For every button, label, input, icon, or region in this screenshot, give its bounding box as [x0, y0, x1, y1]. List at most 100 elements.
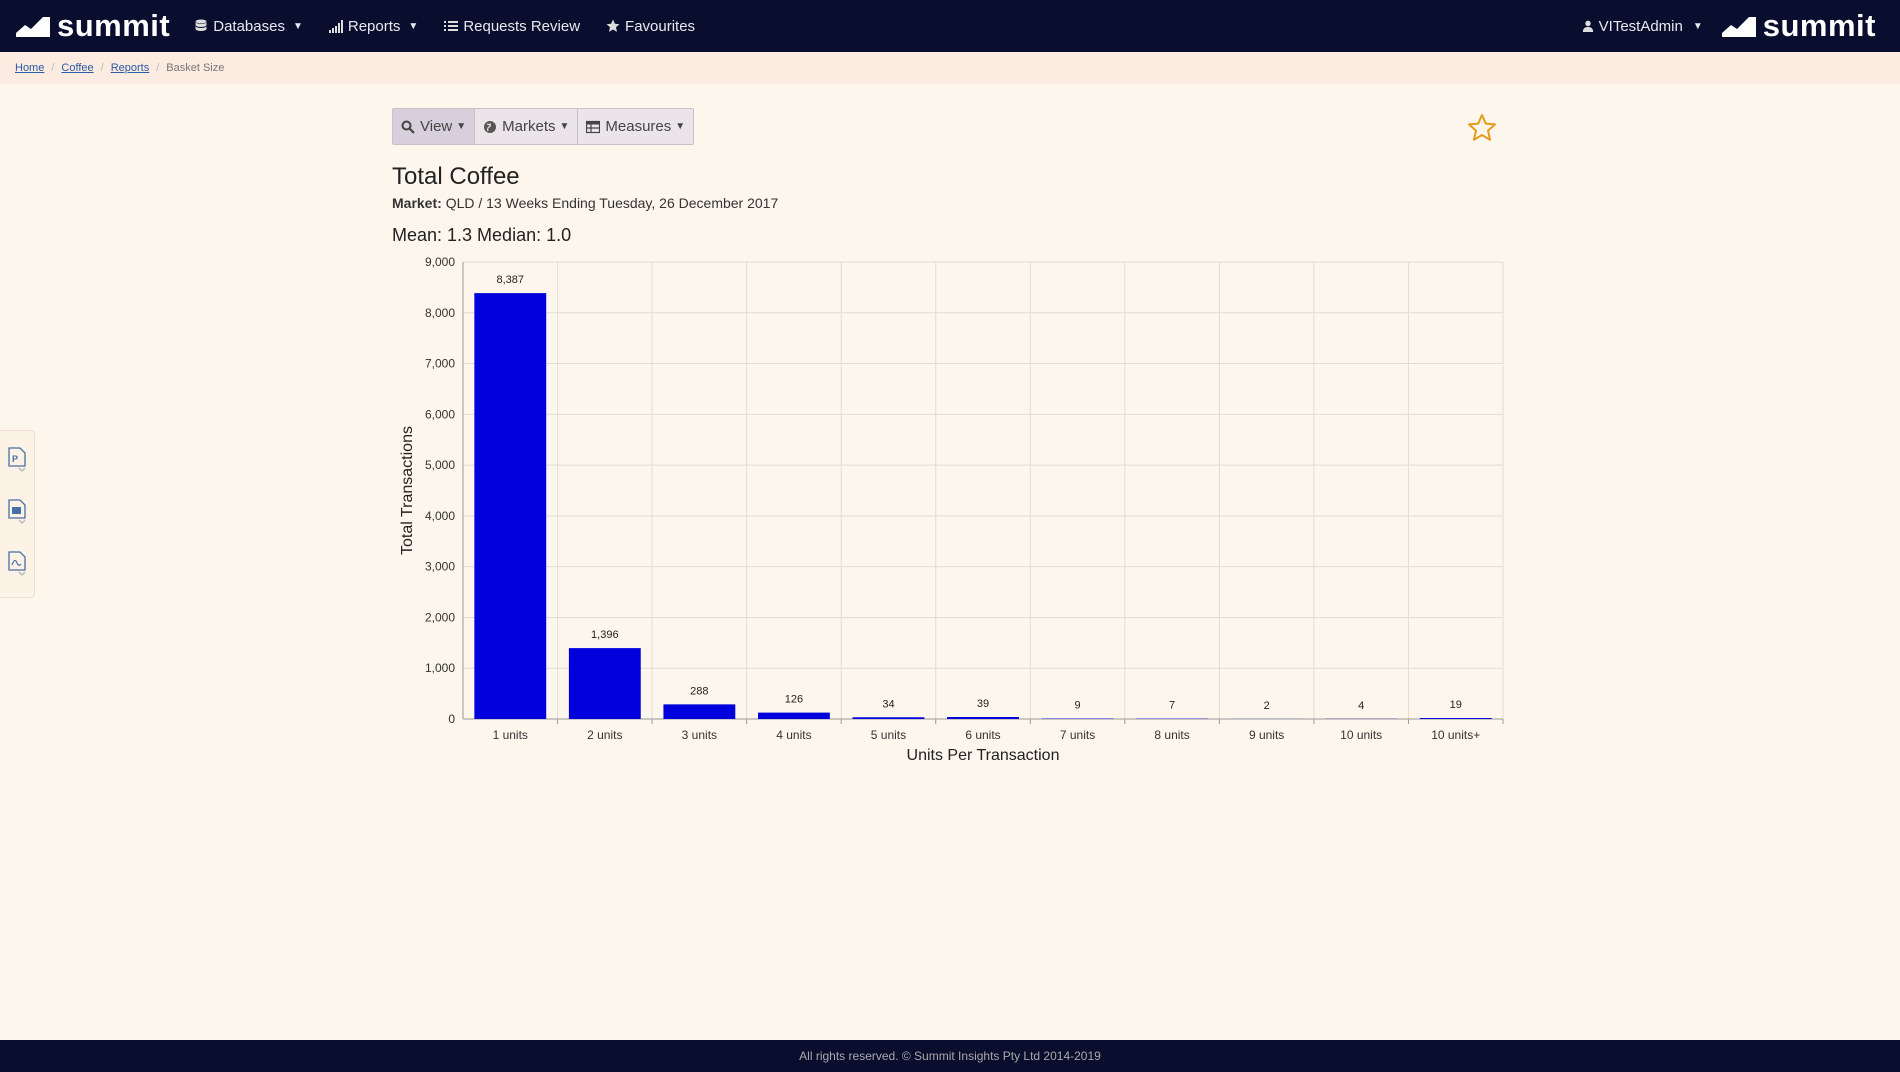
breadcrumb: Home / Coffee / Reports / Basket Size	[0, 52, 1900, 84]
bar	[757, 712, 830, 719]
bar	[852, 717, 925, 719]
y-tick-label: 5,000	[425, 458, 455, 472]
search-icon	[401, 120, 415, 134]
database-icon	[195, 19, 207, 31]
chevron-down-icon: ▼	[456, 121, 467, 132]
nav-reports[interactable]: Reports ▼	[328, 17, 419, 35]
data-label: 288	[690, 685, 708, 697]
star-icon	[606, 19, 620, 32]
pdf-export-icon[interactable]	[7, 551, 27, 577]
chevron-down-icon: ▼	[559, 121, 570, 132]
bar	[947, 717, 1019, 719]
table-icon	[586, 120, 601, 133]
data-label: 8,387	[497, 274, 525, 286]
brand-name: summit	[57, 8, 171, 43]
x-tick-label: 10 units	[1340, 728, 1382, 742]
breadcrumb-coffee[interactable]: Coffee	[61, 62, 94, 74]
x-tick-label: 2 units	[587, 728, 622, 742]
y-tick-label: 8,000	[425, 306, 455, 320]
measures-button-label: Measures	[605, 118, 672, 135]
nav-reports-label: Reports	[347, 17, 401, 35]
export-sidebar: P	[0, 430, 35, 598]
x-tick-label: 6 units	[965, 728, 1000, 742]
breadcrumb-separator: /	[100, 62, 104, 74]
x-tick-label: 10 units+	[1431, 728, 1480, 742]
data-label: 34	[882, 698, 894, 710]
chevron-down-icon: ▼	[292, 20, 303, 32]
right-brand-logo: summit	[1721, 0, 1876, 52]
measures-button[interactable]: Measures ▼	[578, 109, 694, 144]
bar-chart-icon	[328, 20, 343, 33]
y-tick-label: 9,000	[425, 255, 455, 269]
y-tick-label: 7,000	[425, 357, 455, 371]
x-tick-label: 8 units	[1154, 728, 1189, 742]
footer-copyright: All rights reserved. © Summit Insights P…	[799, 1049, 1101, 1063]
view-button-label: View	[420, 118, 453, 135]
y-tick-label: 6,000	[425, 407, 455, 421]
bar	[568, 648, 641, 719]
y-axis-title: Total Transactions	[399, 426, 416, 555]
summit-logo-icon	[15, 13, 51, 39]
breadcrumb-reports[interactable]: Reports	[110, 62, 150, 74]
y-tick-label: 4,000	[425, 509, 455, 523]
top-navbar: summit Databases ▼ Reports ▼	[0, 0, 1900, 52]
data-label: 9	[1074, 700, 1080, 712]
nav-requests-review-label: Requests Review	[463, 17, 581, 35]
data-label: 4	[1358, 700, 1364, 712]
y-tick-label: 3,000	[425, 560, 455, 574]
nav-favourites[interactable]: Favourites	[606, 18, 695, 35]
y-tick-label: 1,000	[425, 661, 455, 675]
chevron-down-icon: ▼	[408, 20, 419, 32]
data-label: 7	[1169, 700, 1175, 712]
x-tick-label: 9 units	[1249, 728, 1284, 742]
bar	[1419, 718, 1492, 719]
list-icon	[444, 21, 459, 31]
report-toolbar: View ▼ Markets ▼ Measures ▼	[392, 108, 695, 145]
breadcrumb-separator: /	[51, 62, 55, 74]
markets-button[interactable]: Markets ▼	[475, 109, 579, 144]
market-label: Market:	[392, 195, 442, 211]
breadcrumb-home[interactable]: Home	[15, 62, 45, 74]
globe-icon	[484, 120, 497, 133]
data-label: 2	[1264, 700, 1270, 712]
data-label: 126	[785, 694, 803, 706]
summit-logo-icon	[1721, 17, 1756, 37]
data-label: 39	[977, 698, 989, 710]
market-info: Market: QLD / 13 Weeks Ending Tuesday, 2…	[392, 195, 778, 211]
x-tick-label: 3 units	[682, 728, 717, 742]
view-button[interactable]: View ▼	[393, 109, 476, 144]
nav-databases-label: Databases	[213, 17, 285, 35]
ppt-export-icon[interactable]: P	[7, 447, 27, 473]
data-label: 1,396	[591, 629, 619, 641]
x-axis-title: Units Per Transaction	[907, 747, 1060, 764]
favourite-star-icon[interactable]	[1467, 113, 1497, 143]
user-menu[interactable]: VITestAdmin ▼	[1582, 18, 1703, 35]
nav-requests-review[interactable]: Requests Review	[444, 18, 580, 35]
footer: All rights reserved. © Summit Insights P…	[0, 1040, 1900, 1072]
chevron-down-icon: ▼	[675, 121, 686, 132]
brand-logo-link[interactable]: summit	[15, 0, 170, 52]
mean-median-stats: Mean: 1.3 Median: 1.0	[392, 225, 572, 245]
market-value: QLD / 13 Weeks Ending Tuesday, 26 Decemb…	[445, 195, 779, 211]
svg-text:P: P	[12, 454, 18, 464]
nav-favourites-label: Favourites	[625, 17, 696, 35]
x-tick-label: 7 units	[1060, 728, 1095, 742]
y-tick-label: 2,000	[425, 610, 455, 624]
chevron-down-icon: ▼	[1692, 20, 1703, 32]
y-tick-label: 0	[448, 712, 455, 726]
breadcrumb-separator: /	[156, 62, 160, 74]
nav-databases[interactable]: Databases ▼	[194, 18, 303, 35]
x-tick-label: 4 units	[776, 728, 811, 742]
right-brand-name: summit	[1762, 8, 1876, 43]
x-tick-label: 1 units	[493, 728, 528, 742]
user-icon	[1582, 20, 1593, 32]
basket-size-bar-chart: 0 1,000 2,000 3,000 4,000 5,000 6,000 7,000 8,00…	[399, 255, 1504, 764]
markets-button-label: Markets	[502, 118, 556, 135]
data-label: 19	[1450, 699, 1462, 711]
bar	[474, 293, 547, 719]
report-title: Total Coffee	[392, 163, 520, 190]
image-export-icon[interactable]	[7, 499, 27, 525]
x-tick-label: 5 units	[871, 728, 906, 742]
bar	[663, 704, 736, 719]
breadcrumb-current: Basket Size	[166, 62, 225, 74]
